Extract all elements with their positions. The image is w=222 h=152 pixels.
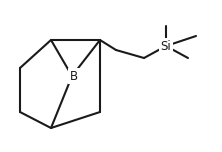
Text: Si: Si bbox=[161, 40, 171, 52]
Text: B: B bbox=[70, 69, 78, 83]
